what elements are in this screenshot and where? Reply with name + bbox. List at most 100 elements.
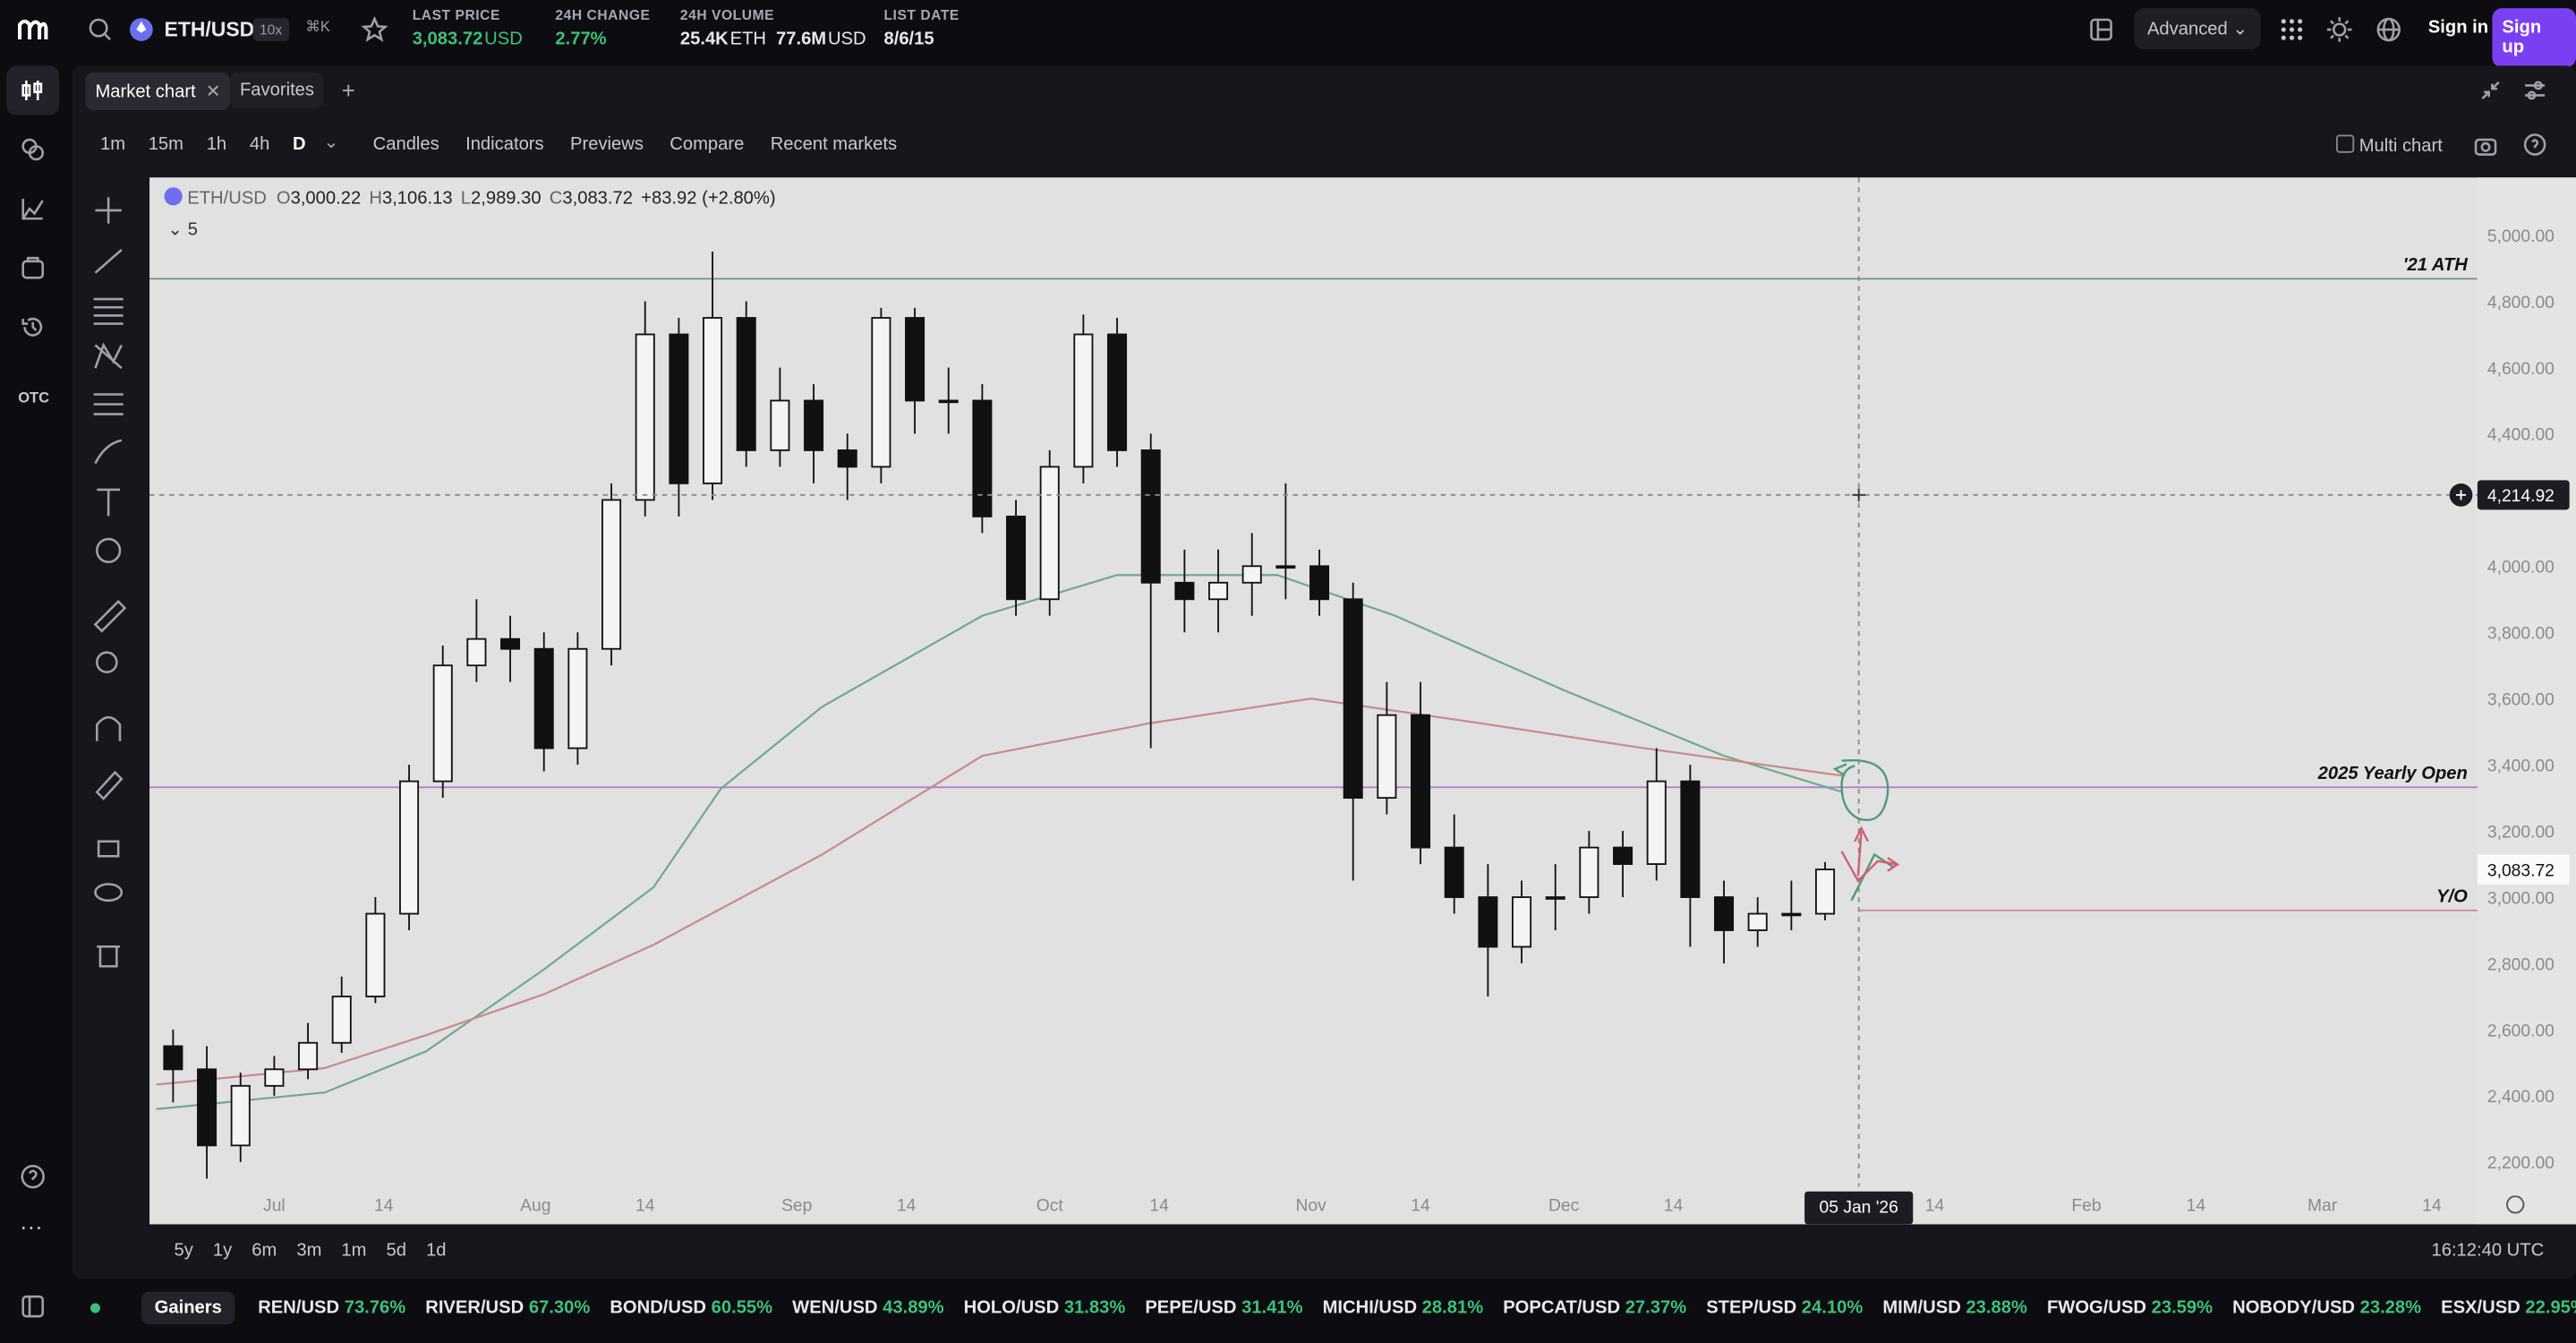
ticker-change: 28.81% (1421, 1298, 1484, 1319)
range-button[interactable]: 5d (386, 1240, 406, 1261)
ticker-item[interactable]: ESX/USD 22.95% (2441, 1298, 2576, 1318)
interval[interactable]: 1h (206, 134, 227, 155)
ticker-item[interactable]: HOLO/USD 31.83% (964, 1298, 1126, 1318)
tool-icon[interactable] (97, 488, 120, 517)
stat-unit: USD (827, 30, 866, 50)
panel-toggle[interactable] (20, 1294, 46, 1320)
tab[interactable]: Favorites (229, 72, 325, 109)
tool-icon[interactable] (96, 651, 118, 673)
candle-body (871, 317, 891, 468)
tool-icon[interactable] (93, 297, 124, 325)
chart-settings-icon[interactable] (2506, 1195, 2525, 1214)
candle-body (1006, 515, 1027, 601)
tool-icon[interactable] (94, 439, 123, 465)
crosshair-price-tag (2477, 480, 2570, 510)
toolbar-button[interactable]: Indicators (465, 134, 544, 155)
settings-icon[interactable] (2523, 79, 2546, 102)
favorite-star[interactable] (361, 16, 388, 42)
tool-icon[interactable] (96, 715, 122, 741)
ticker-item[interactable]: POPCAT/USD 27.37% (1503, 1298, 1686, 1318)
ticker-item[interactable]: PEPE/USD 31.41% (1145, 1298, 1302, 1318)
toolbar-button[interactable]: Candles (372, 134, 439, 155)
help-icon[interactable] (20, 1164, 46, 1190)
ticker-item[interactable]: RIVER/USD 67.30% (425, 1298, 590, 1318)
ticker-item[interactable]: MIM/USD 23.88% (1882, 1298, 2027, 1318)
toolbar-button[interactable]: Recent markets (770, 134, 898, 155)
range-button[interactable]: 5y (174, 1240, 193, 1261)
x-tick-label: Dec (1548, 1197, 1580, 1216)
search-icon[interactable] (87, 16, 113, 42)
tool-icon[interactable] (95, 197, 122, 224)
tool-icon[interactable] (94, 883, 124, 902)
stat-value: 3,083.72 (412, 30, 483, 50)
tool-icon[interactable] (93, 393, 124, 415)
tool-icon[interactable] (94, 342, 123, 370)
candle-body (837, 449, 857, 468)
ticker-item[interactable]: STEP/USD 24.10% (1706, 1298, 1863, 1318)
apps-icon[interactable] (2279, 16, 2305, 42)
mode-dropdown[interactable]: Advanced ⌄ (2134, 8, 2261, 50)
range-button[interactable]: 1y (212, 1240, 233, 1261)
info-icon[interactable] (2523, 133, 2546, 157)
range-button[interactable]: 1d (426, 1240, 447, 1261)
candle-body (703, 317, 723, 484)
nav-icon[interactable] (20, 314, 46, 340)
interval-dropdown[interactable]: ⌄ (323, 133, 339, 153)
ticker-bar: Gainers REN/USD 73.76% RIVER/USD 67.30% BON… (73, 1285, 2576, 1330)
ticker-item[interactable]: MICHI/USD 28.81% (1323, 1298, 1484, 1318)
nav-icon[interactable] (20, 254, 46, 280)
collapse-icon[interactable] (2479, 79, 2503, 102)
interval[interactable]: 15m (148, 134, 183, 155)
active-nav[interactable] (6, 65, 60, 115)
symbol[interactable]: ETH/USD (164, 18, 255, 41)
ticker-change: 43.89% (883, 1298, 944, 1319)
range-button[interactable]: 1m (341, 1240, 367, 1261)
tool-icon[interactable] (95, 770, 124, 800)
drawing-arrow (1840, 851, 1900, 883)
nav-icon[interactable] (20, 136, 46, 162)
tool-icon[interactable] (97, 840, 120, 858)
tool-icon[interactable] (97, 945, 120, 968)
nav-icon[interactable] (20, 195, 46, 221)
ticker-item[interactable]: REN/USD 73.76% (258, 1298, 405, 1318)
ticker-item[interactable]: BOND/USD 60.55% (610, 1298, 772, 1318)
interval[interactable]: 4h (249, 134, 270, 155)
level-label: '21 ATH (2403, 255, 2469, 275)
sign-up-button[interactable]: Sign up (2492, 8, 2576, 68)
interval[interactable]: D (293, 134, 306, 155)
x-tick-label: 14 (1664, 1197, 1684, 1216)
toolbar-button[interactable]: Previews (570, 134, 644, 155)
ticker-item[interactable]: NOBODY/USD 23.28% (2232, 1298, 2421, 1318)
tool-icon[interactable] (94, 249, 123, 274)
add-tab[interactable]: + (341, 77, 355, 104)
more-icon[interactable]: ··· (20, 1212, 43, 1239)
multi-chart-label: Multi chart (2358, 136, 2443, 157)
tool-icon[interactable] (96, 537, 122, 564)
language-icon[interactable] (2376, 16, 2401, 42)
indicator-toggle[interactable]: ⌄ 5 (167, 219, 199, 240)
theme-icon[interactable] (2326, 16, 2352, 42)
candle-body (1039, 466, 1060, 601)
candle-body (601, 499, 622, 650)
range-button[interactable]: 3m (296, 1240, 322, 1261)
gainers-button[interactable]: Gainers (141, 1291, 235, 1325)
indicator-count: 5 (187, 219, 199, 240)
toolbar-button[interactable]: Compare (670, 134, 745, 155)
sign-in-button[interactable]: Sign in (2427, 18, 2489, 38)
ticker-item[interactable]: FWOG/USD 23.59% (2047, 1298, 2213, 1318)
interval[interactable]: 1m (99, 134, 126, 155)
y-tick-label: 3,800.00 (2487, 625, 2555, 644)
ticker-item[interactable]: WEN/USD 43.89% (792, 1298, 943, 1318)
layout-icon[interactable] (2088, 16, 2114, 42)
range-button[interactable]: 6m (252, 1240, 277, 1261)
tool-icon[interactable] (93, 599, 127, 633)
y-tick-label: 2,400.00 (2487, 1088, 2555, 1107)
x-tick-label: 14 (2187, 1197, 2206, 1216)
ticker-pair: WEN/USD (792, 1298, 878, 1319)
snapshot-icon[interactable] (2474, 133, 2497, 157)
ticker-change: 67.30% (528, 1298, 591, 1319)
multi-chart-toggle[interactable]: Multi chart (2336, 134, 2443, 157)
tab-active[interactable]: Market chart ✕ (85, 72, 231, 110)
logo[interactable] (16, 15, 49, 45)
otc-link[interactable]: OTC (18, 389, 50, 406)
